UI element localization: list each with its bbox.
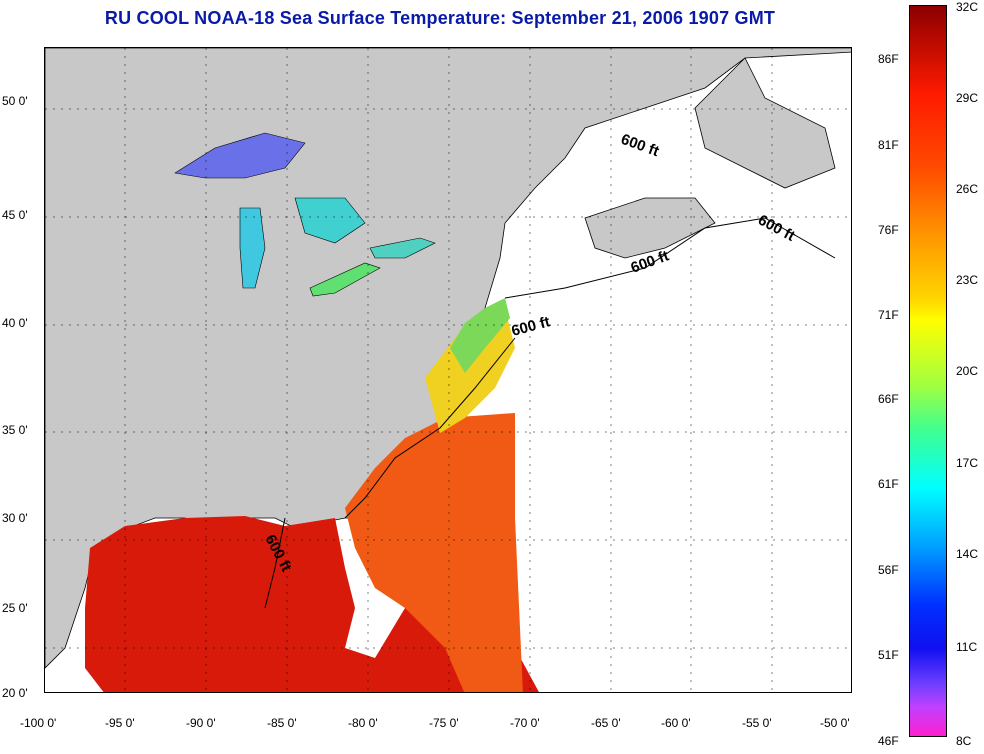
cb-label-f-51: 51F <box>878 648 899 662</box>
lon-label-m70: -70 0' <box>510 716 540 730</box>
cb-label-f-81: 81F <box>878 138 899 152</box>
lon-label-m75: -75 0' <box>429 716 459 730</box>
lon-label-m65: -65 0' <box>591 716 621 730</box>
cb-label-c-26: 26C <box>956 182 979 196</box>
lat-grid <box>45 108 851 649</box>
cb-label-c-20: 20C <box>956 364 979 378</box>
cb-label-f-61: 61F <box>878 477 899 491</box>
lat-label-40: 40 0' <box>2 316 28 330</box>
lat-label-35: 35 0' <box>2 423 28 437</box>
contour-600ft <box>264 217 836 609</box>
lon-label-m60: -60 0' <box>661 716 691 730</box>
lake-erie <box>309 262 381 297</box>
maritimes-land <box>694 57 836 189</box>
cb-label-f-46: 46F <box>878 734 899 748</box>
map-title: RU COOL NOAA-18 Sea Surface Temperature:… <box>104 8 776 28</box>
lon-label-m55: -55 0' <box>742 716 772 730</box>
lat-label-50: 50 0' <box>2 94 28 108</box>
lat-label-30: 30 0' <box>2 511 28 525</box>
lon-label-m80: -80 0' <box>348 716 378 730</box>
cb-label-c-14: 14C <box>956 547 979 561</box>
lon-label-m50: -50 0' <box>820 716 850 730</box>
lake-superior <box>174 132 306 179</box>
lake-huron <box>294 197 366 244</box>
sst-map: 600 ft 600 ft 600 ft 600 ft 600 ft <box>44 47 852 693</box>
cb-label-f-66: 66F <box>878 392 899 406</box>
cb-label-f-71: 71F <box>878 308 899 322</box>
lat-label-20: 20 0' <box>2 686 28 700</box>
cb-label-f-76: 76F <box>878 223 899 237</box>
temperature-colorbar <box>909 5 947 737</box>
cb-label-c-8: 8C <box>956 734 972 748</box>
cb-label-c-32: 32C <box>956 0 979 14</box>
cb-label-f-56: 56F <box>878 563 899 577</box>
lake-ontario <box>369 237 436 259</box>
lon-label-m100: -100 0' <box>20 716 57 730</box>
map-canvas: 600 ft 600 ft 600 ft 600 ft 600 ft <box>45 48 851 692</box>
cb-label-c-29: 29C <box>956 91 979 105</box>
lon-label-m90: -90 0' <box>186 716 216 730</box>
cb-label-c-11: 11C <box>956 640 978 654</box>
cb-label-c-23: 23C <box>956 273 979 287</box>
lake-michigan <box>239 207 266 289</box>
cb-label-c-17: 17C <box>956 456 979 470</box>
lat-label-25: 25 0' <box>2 601 28 615</box>
new-england-shelf-sst <box>450 298 510 373</box>
cb-label-f-86: 86F <box>878 52 899 66</box>
lon-label-m95: -95 0' <box>105 716 135 730</box>
lon-label-m85: -85 0' <box>267 716 297 730</box>
lat-label-45: 45 0' <box>2 208 28 222</box>
mid-atlantic-shelf-sst <box>425 308 515 433</box>
nova-scotia-land <box>584 197 716 259</box>
atlantic-sst <box>345 413 523 692</box>
